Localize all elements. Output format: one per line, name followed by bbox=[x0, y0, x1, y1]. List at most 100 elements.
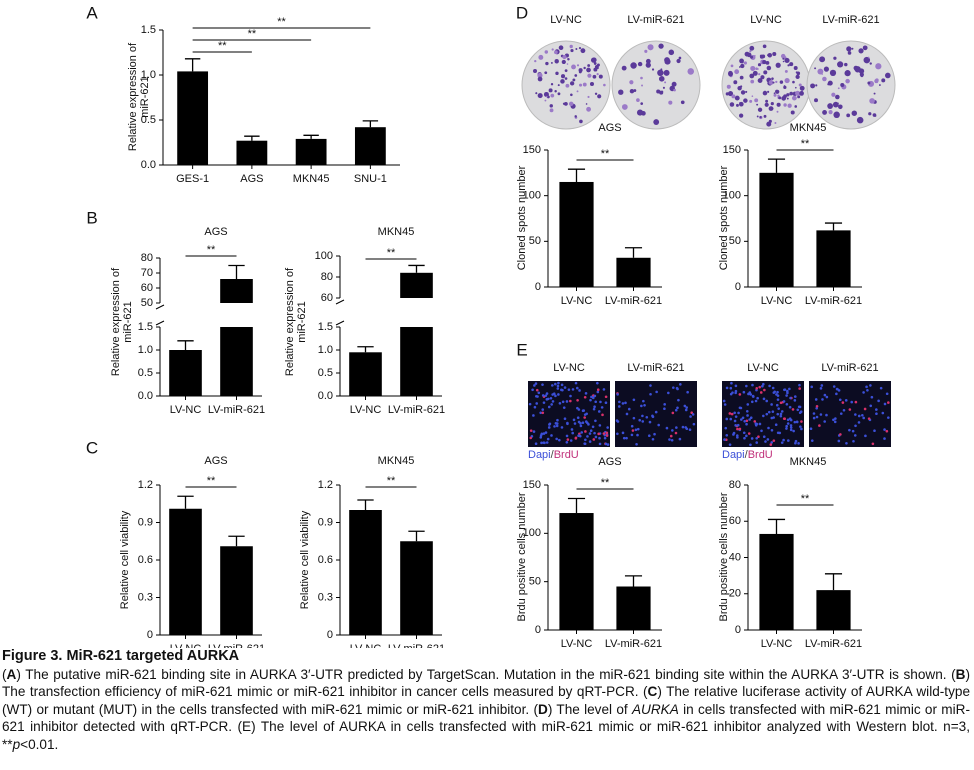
colony bbox=[545, 61, 549, 66]
cell bbox=[560, 383, 564, 387]
cell bbox=[742, 390, 746, 394]
colony bbox=[567, 57, 570, 61]
colony bbox=[740, 85, 743, 88]
cell bbox=[550, 403, 553, 406]
cell bbox=[844, 399, 848, 402]
cell bbox=[750, 400, 754, 404]
y-tick-label: 0.9 bbox=[318, 516, 333, 528]
colony bbox=[786, 93, 790, 97]
colony bbox=[728, 71, 733, 77]
caption-text: ( bbox=[2, 666, 7, 682]
cell bbox=[821, 398, 824, 401]
y-tick-label: 0.5 bbox=[318, 367, 333, 379]
y-axis-label: miR-621 bbox=[139, 76, 151, 118]
colony bbox=[757, 68, 759, 70]
stain-name: BrdU bbox=[554, 449, 579, 461]
colony bbox=[744, 51, 750, 57]
colony bbox=[549, 104, 553, 108]
cell bbox=[616, 393, 619, 396]
cell bbox=[621, 402, 625, 405]
cell bbox=[534, 442, 538, 446]
cell bbox=[779, 412, 783, 416]
colony bbox=[585, 103, 588, 105]
cell bbox=[606, 443, 610, 446]
cell bbox=[556, 418, 559, 422]
colony bbox=[780, 53, 786, 59]
colony bbox=[782, 57, 785, 60]
cell bbox=[599, 400, 602, 404]
y-tick-label: 0.0 bbox=[318, 390, 333, 402]
colony bbox=[750, 65, 756, 71]
colony bbox=[537, 72, 543, 79]
colony bbox=[687, 68, 695, 75]
significance-label: ** bbox=[601, 148, 610, 160]
chart-title: MKN45 bbox=[378, 455, 415, 467]
cell bbox=[887, 416, 890, 419]
colony bbox=[534, 60, 537, 63]
cell bbox=[883, 428, 886, 431]
significance-label: ** bbox=[218, 40, 227, 52]
y-axis-label: Relative cell viability bbox=[299, 510, 311, 609]
panel-label: D bbox=[516, 3, 528, 22]
cell bbox=[675, 426, 678, 429]
stain-name: BrdU bbox=[748, 449, 773, 461]
colony bbox=[574, 74, 578, 77]
cell bbox=[862, 416, 866, 420]
colony bbox=[640, 76, 643, 80]
cell bbox=[769, 443, 773, 446]
cell bbox=[797, 442, 800, 445]
colony bbox=[776, 110, 779, 113]
error-bar bbox=[824, 573, 843, 591]
colony bbox=[739, 101, 744, 107]
colony bbox=[775, 89, 779, 93]
colony bbox=[548, 88, 553, 93]
cell bbox=[605, 434, 609, 437]
cell bbox=[841, 401, 845, 404]
cell bbox=[735, 434, 739, 437]
cell bbox=[770, 416, 774, 420]
colony bbox=[557, 84, 560, 87]
chart-title: MKN45 bbox=[378, 226, 415, 238]
cell bbox=[566, 422, 569, 426]
colony bbox=[787, 103, 792, 108]
cell bbox=[799, 425, 802, 428]
cell bbox=[573, 422, 577, 425]
cell bbox=[743, 420, 746, 423]
cell bbox=[655, 390, 658, 394]
colony bbox=[776, 102, 781, 107]
cell bbox=[627, 407, 631, 411]
y-tick-label: 80 bbox=[141, 252, 153, 264]
cell bbox=[861, 413, 864, 417]
cell bbox=[798, 387, 801, 390]
colony bbox=[564, 77, 568, 80]
cell bbox=[532, 430, 536, 433]
colony bbox=[576, 90, 579, 93]
colony bbox=[558, 45, 564, 51]
y-tick-label: 0 bbox=[327, 629, 333, 641]
colony bbox=[676, 58, 681, 64]
bar bbox=[759, 172, 794, 287]
cell bbox=[583, 395, 587, 399]
cell bbox=[641, 420, 645, 423]
colony bbox=[858, 48, 864, 54]
bar bbox=[559, 181, 594, 287]
cell bbox=[636, 433, 639, 437]
cell bbox=[837, 389, 841, 392]
colony bbox=[740, 90, 746, 95]
x-tick-label: SNU-1 bbox=[354, 173, 387, 185]
cell bbox=[785, 427, 788, 430]
colony bbox=[657, 69, 664, 77]
colony bbox=[779, 80, 784, 84]
cell bbox=[725, 417, 729, 421]
cell bbox=[529, 429, 533, 432]
cell bbox=[585, 421, 589, 425]
cell bbox=[791, 408, 795, 411]
colony bbox=[874, 114, 877, 117]
cell bbox=[625, 412, 629, 416]
colony bbox=[815, 84, 818, 87]
y-tick-label: 50 bbox=[529, 576, 541, 588]
colony bbox=[535, 92, 538, 95]
colony bbox=[647, 44, 654, 51]
error-bar bbox=[244, 135, 260, 141]
colony bbox=[570, 48, 574, 53]
